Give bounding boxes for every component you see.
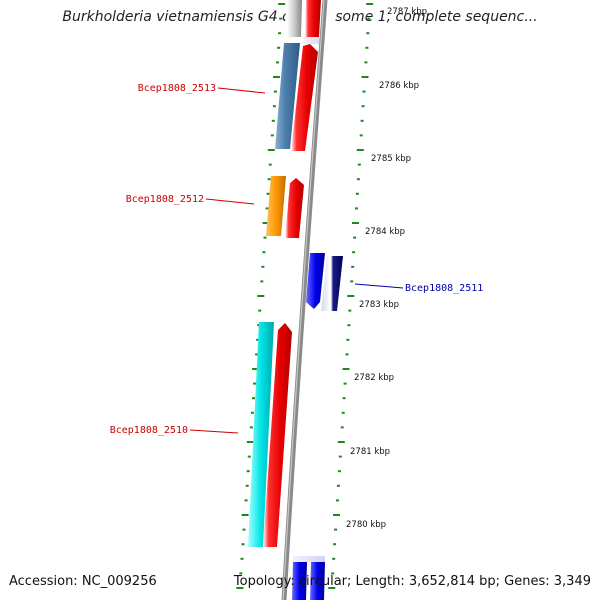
gene-bcep1808-2513-red[interactable]: [291, 44, 318, 151]
scale-label-2787-kbp: 2787 kbp: [387, 7, 427, 17]
bottom-gene-blue-a[interactable]: [292, 562, 307, 600]
gene-bcep1808-2511-blue[interactable]: [306, 253, 325, 309]
scale-label-2780-kbp: 2780 kbp: [346, 520, 386, 530]
scale-label-2784-kbp: 2784 kbp: [365, 227, 405, 237]
gene-bcep1808-2512-orange[interactable]: [266, 176, 286, 236]
scale-label-2781-kbp: 2781 kbp: [350, 447, 390, 457]
outer-tick-column: [328, 3, 374, 589]
accession-text: Accession: NC_009256: [9, 574, 157, 589]
leader-line-2512: [205, 198, 255, 205]
leader-line-2511: [354, 283, 404, 289]
inner-tick-column: [236, 3, 286, 589]
gene-bcep1808-2510-red[interactable]: [263, 323, 292, 547]
gene-label-bcep1808-2511[interactable]: Bcep1808_2511: [405, 283, 483, 294]
scale-label-2786-kbp: 2786 kbp: [379, 81, 419, 91]
gene-bcep1808-2512-red[interactable]: [285, 178, 304, 238]
leader-line-2513: [217, 87, 266, 94]
bottom-gene-lavender: [293, 556, 325, 562]
chromosome-backbone: [281, 0, 328, 600]
topology-text: Topology: circular; Length: 3,652,814 bp…: [233, 574, 591, 589]
top-gene-lavender: [302, 37, 320, 44]
top-gene-red[interactable]: [305, 0, 321, 37]
gene-label-bcep1808-2512[interactable]: Bcep1808_2512: [126, 194, 204, 205]
gene-bcep1808-2510-cyan[interactable]: [248, 322, 274, 547]
scale-label-2783-kbp: 2783 kbp: [359, 300, 399, 310]
leader-line-2510: [189, 429, 239, 434]
scale-label-2785-kbp: 2785 kbp: [371, 154, 411, 164]
gene-bcep1808-2513-blue[interactable]: [275, 43, 300, 149]
scale-label-2782-kbp: 2782 kbp: [354, 373, 394, 383]
chromosome-backbone-highlight: [282, 0, 325, 600]
gene-label-bcep1808-2510[interactable]: Bcep1808_2510: [110, 425, 188, 436]
gene-label-bcep1808-2513[interactable]: Bcep1808_2513: [138, 83, 216, 94]
gene-bcep1808-2511-navy[interactable]: [321, 256, 343, 311]
bottom-gene-blue-b[interactable]: [310, 562, 325, 600]
top-gene-grey[interactable]: [287, 0, 302, 37]
